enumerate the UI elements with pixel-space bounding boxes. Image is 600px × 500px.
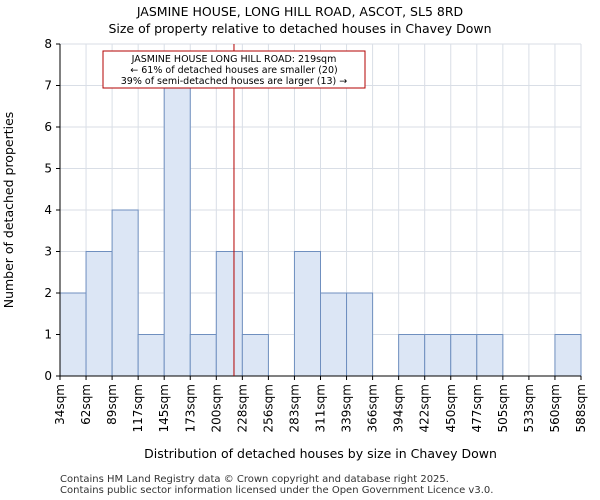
x-tick-label: 311sqm	[314, 384, 328, 432]
bar	[398, 334, 426, 377]
bar	[215, 251, 243, 377]
x-tick-label: 200sqm	[209, 384, 223, 432]
axes	[56, 43, 582, 380]
x-tick-label: 477sqm	[470, 384, 484, 432]
y-tick-label: 1	[44, 328, 52, 342]
y-tick-label: 0	[44, 369, 52, 383]
y-tick-label: 3	[44, 245, 52, 259]
y-tick-label: 4	[44, 203, 52, 217]
bar	[554, 334, 582, 377]
bar	[293, 251, 322, 377]
y-tick-label: 7	[44, 79, 52, 93]
bar	[111, 209, 139, 377]
x-tick-label: 339sqm	[340, 384, 354, 432]
chart-subtitle: Size of property relative to detached ho…	[108, 21, 492, 36]
bar	[320, 292, 348, 377]
x-tick-label: 256sqm	[261, 384, 275, 432]
bar	[59, 292, 87, 377]
bar	[189, 334, 217, 377]
chart-title: JASMINE HOUSE, LONG HILL ROAD, ASCOT, SL…	[136, 4, 464, 19]
bar	[424, 334, 452, 377]
x-tick-label: 117sqm	[131, 384, 145, 432]
x-tick-label: 62sqm	[79, 384, 93, 425]
x-tick-label: 422sqm	[418, 384, 432, 432]
x-tick-label: 34sqm	[53, 384, 67, 425]
x-tick-label: 505sqm	[496, 384, 510, 432]
x-tick-label: 450sqm	[444, 384, 458, 432]
x-tick-label: 560sqm	[548, 384, 562, 432]
y-tick-label: 5	[44, 162, 52, 176]
y-tick-label: 8	[44, 37, 52, 51]
x-tick-labels: 34sqm 62sqm 89sqm 117sqm 145sqm 173sqm 200sqm 2…	[53, 384, 588, 432]
histogram-chart: 34sqm 62sqm 89sqm 117sqm 145sqm 173sqm 200sqm 2…	[1, 37, 588, 461]
bar	[450, 334, 478, 377]
x-tick-label: 228sqm	[235, 384, 249, 432]
bar	[241, 334, 269, 377]
annotation-line-3: 39% of semi-detached houses are larger (…	[121, 76, 348, 87]
y-axis-label: Number of detached properties	[1, 112, 16, 309]
x-tick-label: 89sqm	[105, 384, 119, 425]
bar	[137, 334, 165, 377]
bar	[476, 334, 504, 377]
bar	[163, 85, 191, 377]
x-tick-label: 588sqm	[574, 384, 588, 432]
annotation-line-2: ← 61% of detached houses are smaller (20…	[130, 65, 337, 76]
bar	[85, 251, 113, 377]
y-tick-label: 6	[44, 120, 52, 134]
x-tick-label: 394sqm	[392, 384, 406, 432]
footer-licence: Contains public sector information licen…	[60, 485, 494, 496]
y-tick-labels: 0 1 2 3 4 5 6 7 8	[44, 37, 52, 383]
x-tick-label: 173sqm	[183, 384, 197, 432]
x-tick-label: 283sqm	[287, 384, 301, 432]
x-tick-label: 366sqm	[366, 384, 380, 432]
x-axis-label: Distribution of detached houses by size …	[144, 446, 497, 461]
y-tick-label: 2	[44, 286, 52, 300]
x-tick-label: 145sqm	[157, 384, 171, 432]
footer-copyright: Contains HM Land Registry data © Crown c…	[60, 474, 449, 485]
annotation-line-1: JASMINE HOUSE LONG HILL ROAD: 219sqm	[131, 54, 337, 65]
bar	[346, 292, 374, 377]
annotation-box	[102, 50, 366, 89]
bars	[59, 85, 582, 377]
x-tick-label: 533sqm	[522, 384, 536, 432]
